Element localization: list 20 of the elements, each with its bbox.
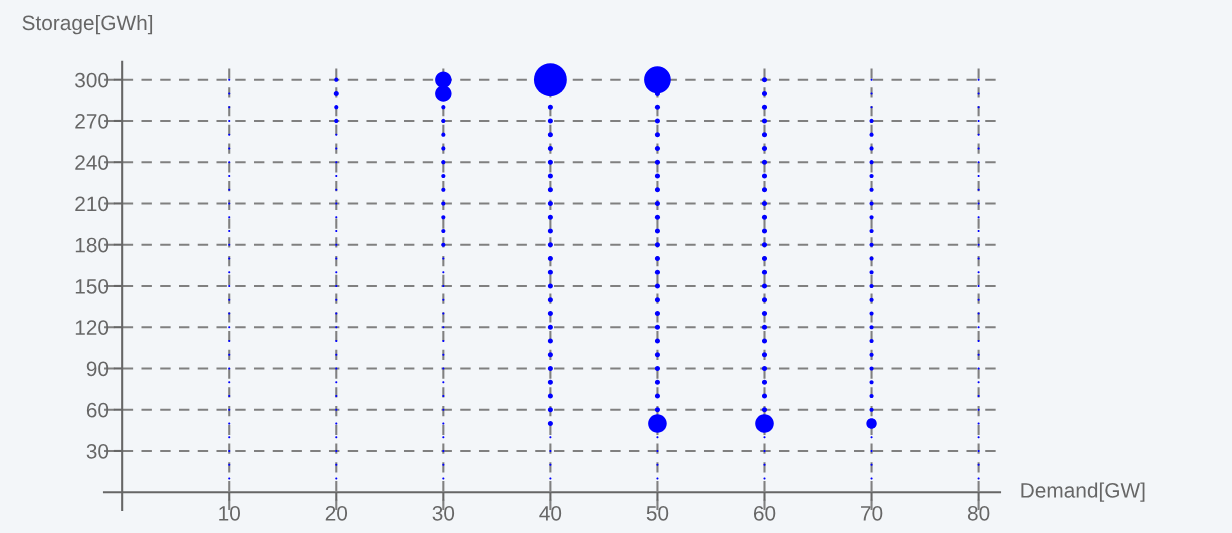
y-tick-label: 90 <box>86 361 109 377</box>
x-tick-label: 60 <box>753 505 776 521</box>
y-tick-label: 150 <box>75 278 109 294</box>
x-tick-label: 80 <box>967 505 990 521</box>
x-tick-label: 70 <box>861 505 883 521</box>
y-axis-title: Storage[GWh] <box>22 14 153 35</box>
y-tick-label: 60 <box>86 402 109 418</box>
y-tick-label: 270 <box>75 113 109 129</box>
x-tick-label: 20 <box>325 505 348 521</box>
y-tick-label: 210 <box>75 196 109 212</box>
x-tick-label: 10 <box>219 505 241 521</box>
y-tick-label: 30 <box>86 443 109 459</box>
y-tick-label: 180 <box>75 237 109 253</box>
y-tick-label: 240 <box>75 155 109 170</box>
x-tick-label: 50 <box>646 505 669 521</box>
x-tick-label: 40 <box>539 505 562 521</box>
x-axis-title: Demand[GW] <box>1021 482 1145 502</box>
y-tick-label: 300 <box>75 72 109 88</box>
x-tick-label: 30 <box>432 505 455 521</box>
y-tick-label: 120 <box>75 320 109 335</box>
